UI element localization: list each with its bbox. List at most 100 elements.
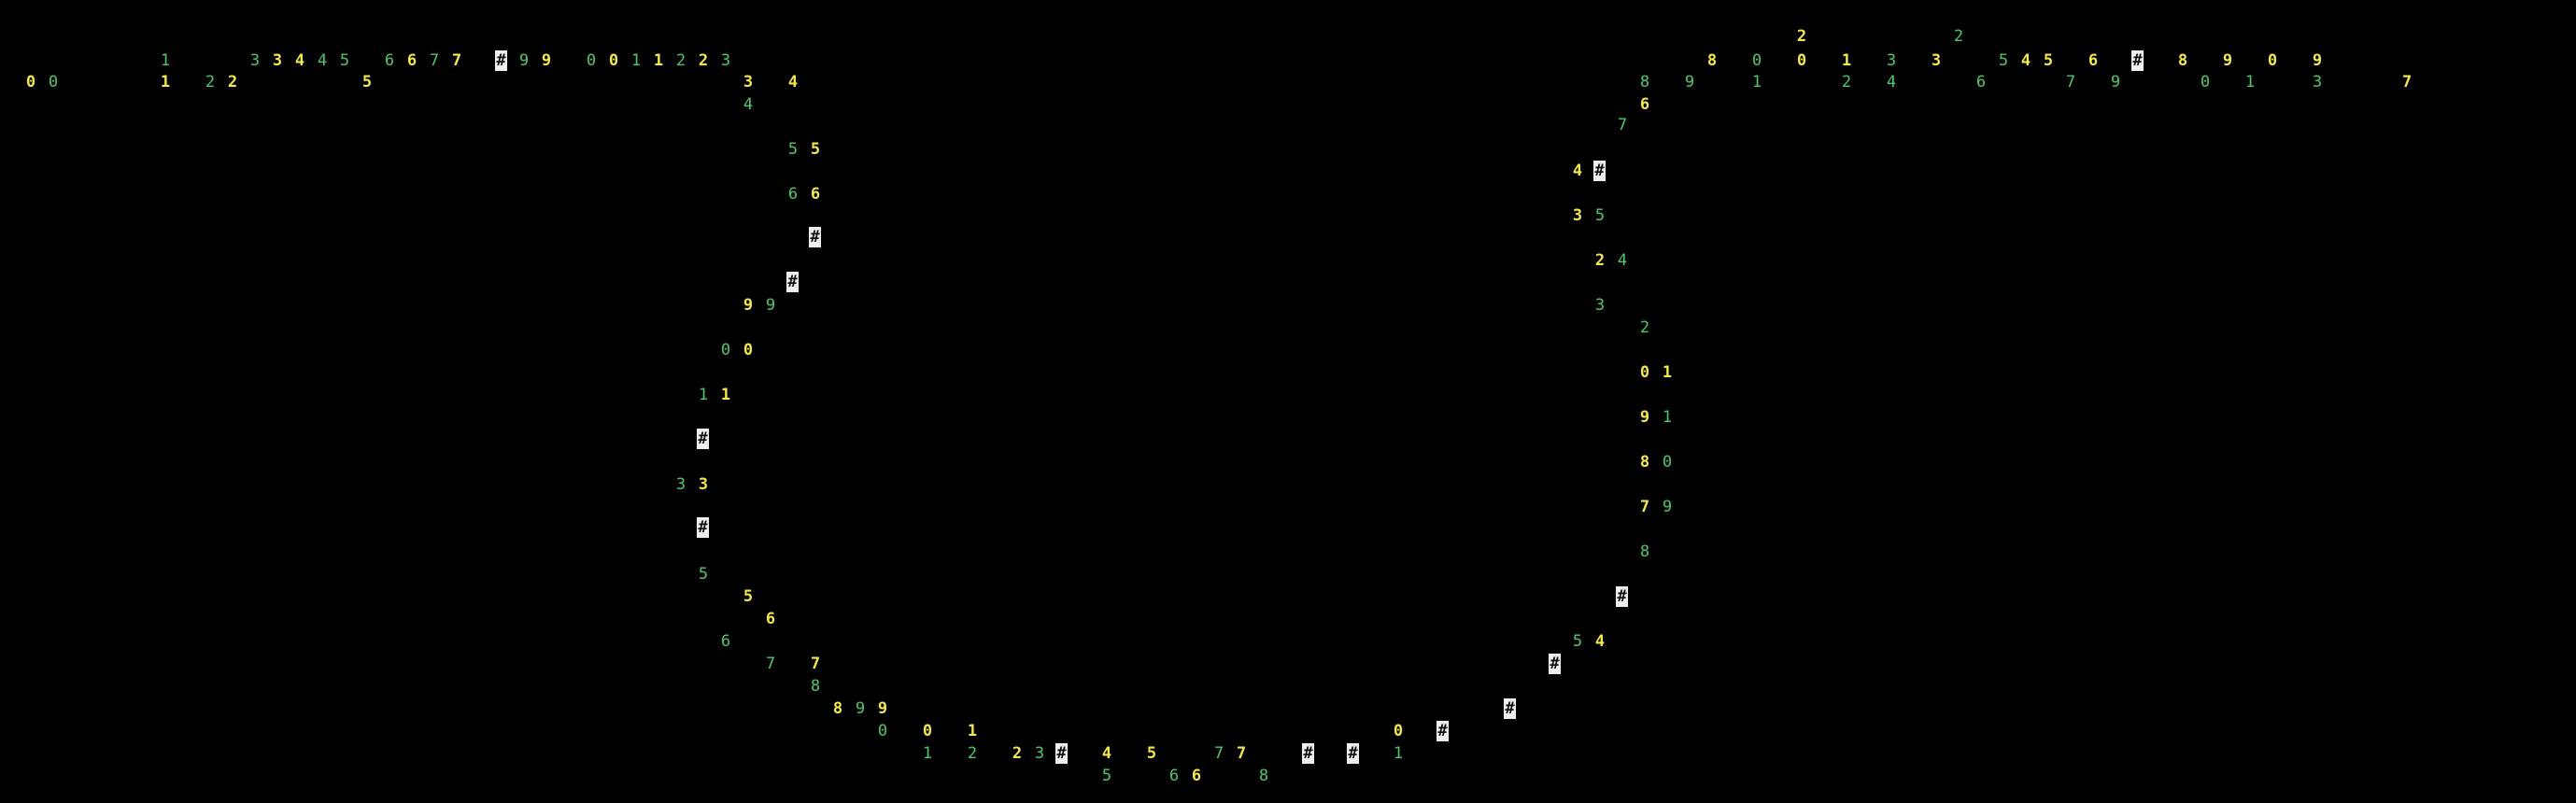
cursor-block: 7 xyxy=(1617,116,1628,134)
glyph: 6 xyxy=(384,51,395,70)
glyph: 6 xyxy=(1975,73,1987,92)
glyph: 8 xyxy=(1639,453,1650,472)
glyph: 1 xyxy=(1841,51,1852,70)
glyph: 1 xyxy=(160,51,171,70)
glyph: 8 xyxy=(1639,73,1650,92)
cursor-block: # xyxy=(1504,698,1516,719)
glyph: 1 xyxy=(720,386,731,404)
glyph: 6 xyxy=(765,610,776,628)
glyph: 9 xyxy=(1662,498,1673,516)
glyph: 5 xyxy=(2043,51,2054,70)
cursor-block: 8 xyxy=(2177,51,2188,70)
glyph: 9 xyxy=(541,51,552,70)
glyph: 5 xyxy=(810,140,821,159)
glyph: 6 xyxy=(406,51,418,70)
glyph: 2 xyxy=(1639,318,1650,337)
glyph: 6 xyxy=(1639,95,1650,114)
glyph: 7 xyxy=(429,51,440,70)
glyph: 0 xyxy=(608,51,619,70)
glyph: 6 xyxy=(720,632,731,651)
cursor-block: # xyxy=(1347,743,1359,764)
glyph: 4 xyxy=(1594,632,1606,651)
glyph: 0 xyxy=(48,73,59,92)
glyph: 5 xyxy=(361,73,373,92)
cursor-block: # xyxy=(495,50,507,71)
cursor-block: 8 xyxy=(1639,542,1650,561)
glyph: 5 xyxy=(787,140,799,159)
glyph: 4 xyxy=(317,51,328,70)
glyph: 5 xyxy=(1998,51,2009,70)
glyph: 3 xyxy=(675,475,686,494)
glyph: # xyxy=(1593,161,1606,181)
glyph: 3 xyxy=(743,73,754,92)
glyph: 2 xyxy=(1012,744,1023,763)
glyph: 4 xyxy=(294,51,305,70)
glyph: 9 xyxy=(1639,408,1650,427)
glyph: 7 xyxy=(2401,73,2413,92)
glyph: 2 xyxy=(967,744,978,763)
glyph: 2 xyxy=(1953,27,1964,46)
glyph: 8 xyxy=(1706,51,1718,70)
glyph: 2 xyxy=(227,73,238,92)
glyph: 3 xyxy=(1572,206,1583,225)
glyph: 1 xyxy=(1751,73,1762,92)
glyph: 1 xyxy=(630,51,642,70)
glyph: 3 xyxy=(272,51,283,70)
cursor-block: # xyxy=(1055,743,1068,764)
cursor-block: # xyxy=(809,227,821,247)
glyph: 2 xyxy=(1796,27,1807,46)
glyph: 1 xyxy=(2244,73,2256,92)
glyph: 4 xyxy=(787,73,799,92)
glyph: 5 xyxy=(339,51,350,70)
glyph: 4 xyxy=(1101,744,1112,763)
glyph: 9 xyxy=(2110,73,2121,92)
glyph: 4 xyxy=(1617,251,1628,270)
glyph: 0 xyxy=(1639,363,1650,382)
glyph: 0 xyxy=(877,722,888,740)
glyph: 5 xyxy=(743,587,754,606)
cursor-block: # xyxy=(1616,586,1628,607)
glyph: 4 xyxy=(1886,73,1897,92)
glyph: 2 xyxy=(1841,73,1852,92)
glyph: 7 xyxy=(1236,744,1247,763)
glyph: 2 xyxy=(675,51,686,70)
glyph: 6 xyxy=(2088,51,2099,70)
glyph: 7 xyxy=(810,655,821,673)
glyph: 7 xyxy=(451,51,462,70)
glyph: 3 xyxy=(720,51,731,70)
glyph xyxy=(2329,94,2350,115)
glyph: 5 xyxy=(1572,632,1583,651)
glyph: 6 xyxy=(1191,767,1202,785)
glyph: 5 xyxy=(698,565,709,584)
glyph: 5 xyxy=(1146,744,1157,763)
glyph: 1 xyxy=(1662,363,1673,382)
glyph: 7 xyxy=(765,655,776,673)
glyph: 8 xyxy=(1258,767,1269,785)
glyph: 2 xyxy=(698,51,709,70)
glyph: 8 xyxy=(832,699,843,718)
glyph: 9 xyxy=(2222,51,2233,70)
glyph: 0 xyxy=(720,341,731,359)
glyph: 0 xyxy=(1662,453,1673,472)
glyph: 0 xyxy=(586,51,597,70)
glyph: 7 xyxy=(1213,744,1224,763)
cursor-block: # xyxy=(1437,721,1449,741)
cursor-block: # xyxy=(786,272,799,292)
glyph: 7 xyxy=(1639,498,1650,516)
glyph: 9 xyxy=(877,699,888,718)
glyph: 7 xyxy=(2065,73,2076,92)
glyph: 9 xyxy=(765,296,776,315)
glyph: 0 xyxy=(1796,51,1807,70)
glyph: 0 xyxy=(1393,722,1404,740)
glyph: 1 xyxy=(160,73,171,92)
glyph: 8 xyxy=(810,677,821,696)
glyph: 4 xyxy=(1572,162,1583,180)
glyph: 9 xyxy=(743,296,754,315)
glyph: 0 xyxy=(25,73,36,92)
glyph: 0 xyxy=(2200,73,2211,92)
glyph: 3 xyxy=(1886,51,1897,70)
glyph: 4 xyxy=(2020,51,2031,70)
glyph: # xyxy=(2131,50,2144,71)
glyph: 2 xyxy=(1594,251,1606,270)
